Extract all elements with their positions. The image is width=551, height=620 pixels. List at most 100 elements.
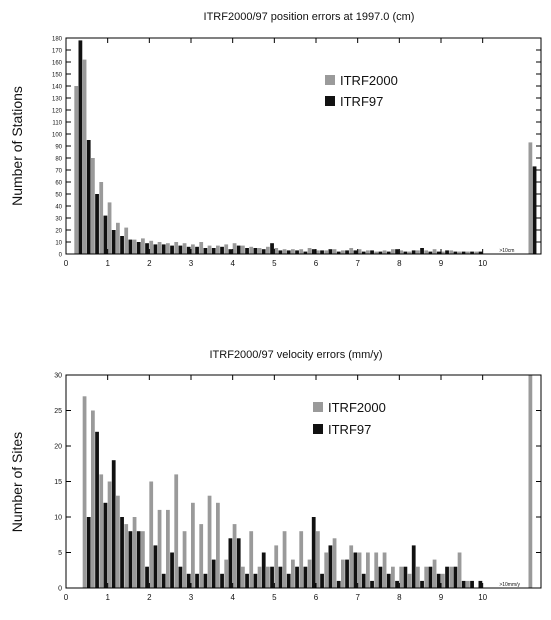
bar-itrf97-28 bbox=[303, 251, 308, 254]
bar-itrf2000-14 bbox=[182, 243, 187, 254]
legend-swatch-itrf2000 bbox=[313, 402, 323, 412]
bar-itrf97-32 bbox=[336, 251, 341, 254]
bar-itrf2000-24 bbox=[266, 246, 270, 254]
y-tick-label: 10 bbox=[55, 241, 62, 247]
bar-itrf97-15 bbox=[195, 246, 199, 254]
bar-itrf2000-41 bbox=[407, 573, 412, 588]
bar-itrf97-42 bbox=[420, 248, 424, 254]
bar-itrf2000-44 bbox=[432, 249, 437, 254]
y-tick-label: 90 bbox=[55, 145, 62, 151]
bar-itrf97-34 bbox=[353, 552, 358, 588]
bar-itrf97-47 bbox=[461, 251, 466, 254]
bar-itrf2000-38 bbox=[382, 250, 387, 254]
x-tick-label: 0 bbox=[64, 259, 69, 268]
bar-itrf97-40 bbox=[403, 251, 408, 254]
bar-itrf2000-31 bbox=[324, 552, 329, 588]
bar-itrf97-36 bbox=[370, 580, 374, 588]
bar-itrf2000-1 bbox=[74, 86, 79, 254]
x-tick-label: 4 bbox=[230, 259, 235, 268]
bar-itrf2000-35 bbox=[357, 249, 362, 254]
bar-itrf97-49 bbox=[478, 580, 483, 588]
x-tick-label: 10 bbox=[478, 593, 487, 602]
bar-itrf97-24 bbox=[270, 243, 274, 254]
x-tick-label: 5 bbox=[272, 259, 277, 268]
y-tick-label: 5 bbox=[58, 550, 62, 557]
bar-itrf97-48 bbox=[470, 580, 474, 588]
bar-itrf97-23 bbox=[261, 249, 266, 254]
bar-itrf2000-45 bbox=[441, 573, 445, 588]
bar-itrf97-1 bbox=[78, 40, 83, 255]
bar-itrf97-3 bbox=[95, 194, 99, 254]
bar-itrf2000-18 bbox=[216, 502, 220, 588]
bar-itrf2000-27 bbox=[291, 559, 295, 588]
bar-itrf97-19 bbox=[228, 538, 233, 588]
bar-itrf97-2 bbox=[86, 517, 91, 588]
y-tick-label: 0 bbox=[59, 253, 63, 259]
bar-itrf2000-15 bbox=[191, 244, 195, 254]
y-tick-label: 25 bbox=[54, 408, 62, 415]
bar-itrf97-6 bbox=[120, 236, 124, 254]
bar-itrf97-8 bbox=[136, 531, 141, 588]
bar-itrf97-5 bbox=[111, 230, 116, 254]
x-tick-label: 2 bbox=[147, 593, 152, 602]
bar-itrf2000-40 bbox=[399, 250, 404, 254]
bar-itrf97-49 bbox=[478, 251, 483, 254]
overflow-bin-label: >10cm bbox=[499, 248, 514, 254]
bar-itrf97-36 bbox=[370, 250, 374, 254]
bar-itrf97-18 bbox=[220, 246, 224, 254]
bar-itrf2000-4 bbox=[99, 474, 104, 588]
bar-itrf97-5 bbox=[111, 460, 116, 588]
overflow-bin-label: >10mm/y bbox=[499, 582, 520, 588]
bar-itrf97-7 bbox=[128, 531, 133, 588]
y-tick-label: 160 bbox=[52, 61, 63, 67]
bar-itrf2000-5 bbox=[107, 481, 112, 588]
legend-swatch-itrf2000 bbox=[325, 75, 335, 85]
bar-itrf97-44 bbox=[436, 573, 441, 588]
bar-itrf2000-19 bbox=[224, 559, 229, 588]
bar-itrf2000-30 bbox=[316, 250, 320, 254]
bar-itrf2000-8 bbox=[132, 239, 137, 254]
legend-swatch-itrf97 bbox=[313, 424, 323, 434]
bar-itrf97-40 bbox=[403, 566, 408, 588]
y-tick-label: 30 bbox=[54, 373, 62, 380]
bar-itrf2000-4 bbox=[99, 182, 104, 254]
bar-itrf2000-35 bbox=[357, 552, 362, 588]
bar-itrf2000-6 bbox=[116, 495, 120, 588]
bar-itrf97-43 bbox=[428, 251, 433, 254]
x-tick-label: 7 bbox=[355, 593, 360, 602]
bar-itrf97-13 bbox=[178, 245, 183, 254]
bar-itrf97-30 bbox=[320, 573, 324, 588]
bar-itrf97-16 bbox=[203, 248, 208, 254]
bar-itrf2000-47 bbox=[457, 552, 462, 588]
bar-itrf2000-16 bbox=[199, 242, 204, 254]
legend-label-itrf2000: ITRF2000 bbox=[340, 73, 398, 88]
bar-itrf2000-23 bbox=[257, 566, 262, 588]
bar-itrf2000-11 bbox=[157, 509, 162, 588]
y-tick-label: 15 bbox=[54, 479, 62, 486]
bar-itrf97-37 bbox=[378, 566, 383, 588]
bar-itrf97-12 bbox=[170, 552, 174, 588]
y-tick-label: 60 bbox=[55, 181, 62, 187]
bar-itrf97-25 bbox=[278, 566, 283, 588]
bar-itrf2000-33 bbox=[341, 250, 345, 254]
bar-itrf97-3 bbox=[95, 431, 99, 588]
bar-itrf2000-22 bbox=[249, 246, 254, 254]
bar-itrf97-35 bbox=[361, 573, 366, 588]
bar-itrf2000-20 bbox=[232, 243, 237, 254]
bar-itrf2000-17 bbox=[207, 245, 212, 254]
bar-itrf97-35 bbox=[361, 251, 366, 254]
bar-itrf2000-12 bbox=[166, 243, 170, 254]
bar-itrf2000-16 bbox=[199, 524, 204, 588]
x-tick-label: 6 bbox=[314, 593, 319, 602]
y-tick-label: 20 bbox=[54, 444, 62, 451]
bar-itrf2000-50 bbox=[528, 142, 533, 254]
bar-itrf97-38 bbox=[386, 573, 391, 588]
bar-itrf97-6 bbox=[120, 517, 124, 588]
y-tick-label: 50 bbox=[55, 193, 62, 199]
bar-itrf97-24 bbox=[270, 566, 274, 588]
y-axis-label: Number of Sites bbox=[9, 432, 25, 532]
legend-label-itrf97: ITRF97 bbox=[340, 94, 383, 109]
bar-itrf97-31 bbox=[328, 249, 333, 254]
bar-itrf97-39 bbox=[395, 249, 399, 254]
